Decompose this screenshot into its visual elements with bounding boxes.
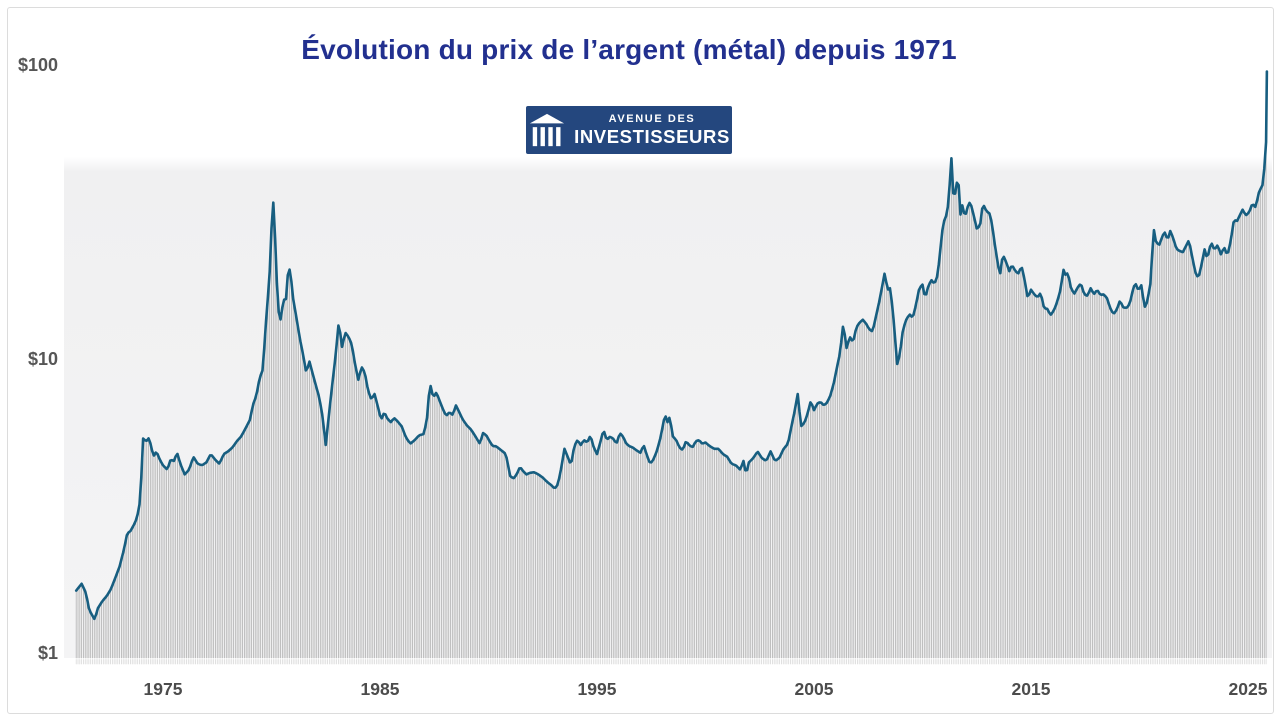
- y-axis-tick-label: $100: [17, 55, 58, 75]
- x-axis-tick-label: 2005: [794, 679, 834, 699]
- chart-title: Évolution du prix de l’argent (métal) de…: [301, 34, 957, 65]
- y-axis-tick-label: $10: [27, 349, 58, 369]
- logo-text: AVENUE DES INVESTISSEURS: [574, 112, 730, 147]
- bank-columns-icon: [529, 113, 565, 147]
- x-axis-tick-label: 1995: [577, 679, 617, 699]
- logo-line-1: AVENUE DES: [608, 112, 696, 125]
- price-line: [74, 70, 1269, 621]
- monthly-hatch-fill: [75, 141, 1267, 659]
- x-axis-tick-label: 1975: [143, 679, 183, 699]
- logo-line-2: INVESTISSEURS: [574, 125, 730, 147]
- x-axis-tick-label: 2015: [1011, 679, 1051, 699]
- x-axis-tick-label: 2025: [1228, 679, 1268, 699]
- x-axis-tick-label: 1985: [360, 679, 400, 699]
- y-axis-tick-label: $1: [37, 643, 58, 663]
- x-axis-minor-ticks: [75, 659, 1267, 665]
- avenue-des-investisseurs-logo: AVENUE DES INVESTISSEURS: [526, 106, 732, 154]
